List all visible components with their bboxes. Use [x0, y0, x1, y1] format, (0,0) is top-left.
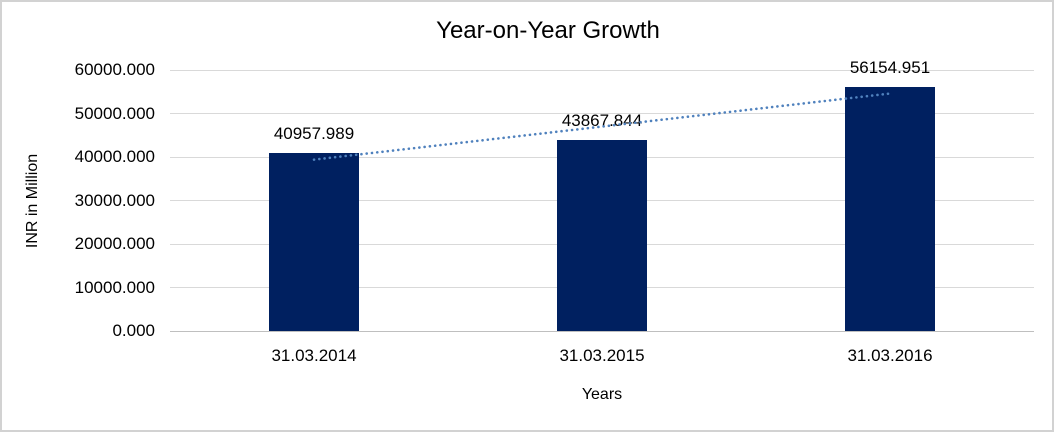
bar: [845, 86, 935, 331]
x-axis-line: [170, 330, 1034, 332]
bar: [557, 140, 647, 331]
data-label: 40957.989: [273, 123, 355, 143]
y-tick-label: 40000.000: [74, 147, 155, 166]
y-tick-label: 60000.000: [74, 60, 155, 79]
data-label: 43867.844: [561, 111, 643, 131]
y-tick-label: 20000.000: [74, 234, 155, 253]
y-tick-label: 10000.000: [74, 277, 155, 297]
y-tick-label: 0.000: [112, 321, 155, 340]
y-tick-label: 50000.000: [74, 103, 155, 123]
gridline: [170, 69, 1034, 71]
chart-title: Year-on-Year Growth: [436, 17, 660, 44]
x-axis-title: Years: [581, 386, 623, 403]
y-tick-label: 30000.000: [74, 190, 155, 210]
x-category-label: 31.03.2014: [271, 346, 357, 365]
data-label: 56154.951: [849, 57, 931, 77]
x-category-label: 31.03.2015: [559, 346, 645, 365]
bar: [269, 152, 359, 331]
x-category-label: 31.03.2016: [847, 346, 933, 365]
